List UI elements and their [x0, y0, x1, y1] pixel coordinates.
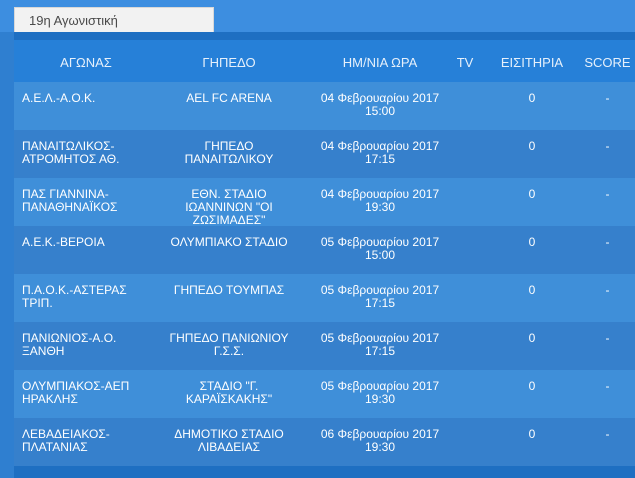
table-row: Α.Ε.Κ.-ΒΕΡΟΙΑ ΟΛΥΜΠΙΑΚΟ ΣΤΑΔΙΟ 05 Φεβρου… — [14, 226, 635, 274]
match-cell: Α.Ε.Κ.-ΒΕΡΟΙΑ — [22, 235, 105, 249]
score-cell: - — [605, 427, 610, 441]
tickets-cell: 0 — [528, 235, 536, 249]
score-cell: - — [605, 331, 610, 345]
table-row: ΠΑΣ ΓΙΑΝΝΙΝΑ- ΠΑΝΑΘΗΝΑΪΚΟΣ ΕΘΝ. ΣΤΑΔΙΟ Ι… — [14, 178, 635, 227]
match-cell: Π.Α.Ο.Κ.-ΑΣΤΕΡΑΣ ΤΡΙΠ. — [22, 283, 127, 310]
stadium-cell: ΓΗΠΕΔΟ ΠΑΝΙΩΝΙΟΥ Γ.Σ.Σ. — [169, 331, 289, 358]
header-match: ΑΓΩΝΑΣ — [60, 55, 112, 70]
datetime-cell: 05 Φεβρουαρίου 2017 17:15 — [320, 331, 440, 358]
table-row: ΠΑΝΑΙΤΩΛΙΚΟΣ- ΑΤΡΟΜΗΤΟΣ ΑΘ. ΓΗΠΕΔΟ ΠΑΝΑΙ… — [14, 130, 635, 178]
stadium-cell: AEL FC ARENA — [186, 91, 272, 105]
header-stadium: ΓΗΠΕΔΟ — [202, 55, 256, 70]
datetime-cell: 05 Φεβρουαρίου 2017 15:00 — [320, 235, 440, 262]
match-cell: ΠΑΝΙΩΝΙΟΣ-Α.Ο. ΞΑΝΘΗ — [22, 331, 117, 358]
header-tickets: ΕΙΣΙΤΗΡΙΑ — [500, 55, 564, 70]
score-cell: - — [605, 283, 610, 297]
datetime-cell: 04 Φεβρουαρίου 2017 19:30 — [320, 187, 440, 214]
stadium-cell: ΔΗΜΟΤΙΚΟ ΣΤΑΔΙΟ ΛΙΒΑΔΕΙΑΣ — [174, 427, 284, 454]
table-header: ΑΓΩΝΑΣ ΓΗΠΕΔΟ ΗΜ/ΝΙΑ ΩΡΑ TV ΕΙΣΙΤΗΡΙΑ SC… — [14, 40, 635, 82]
score-cell: - — [605, 187, 610, 201]
datetime-cell: 05 Φεβρουαρίου 2017 17:15 — [320, 283, 440, 310]
match-cell: ΛΕΒΑΔΕΙΑΚΟΣ- ΠΛΑΤΑΝΙΑΣ — [22, 427, 110, 454]
match-cell: ΠΑΣ ΓΙΑΝΝΙΝΑ- ΠΑΝΑΘΗΝΑΪΚΟΣ — [22, 187, 118, 214]
header-tv: TV — [456, 55, 474, 70]
tickets-cell: 0 — [528, 187, 536, 201]
score-cell: - — [605, 91, 610, 105]
tickets-cell: 0 — [528, 331, 536, 345]
tickets-cell: 0 — [528, 379, 536, 393]
header-datetime: ΗΜ/ΝΙΑ ΩΡΑ — [342, 55, 418, 70]
score-cell: - — [605, 379, 610, 393]
stadium-cell: ΓΗΠΕΔΟ ΤΟΥΜΠΑΣ — [173, 283, 285, 297]
datetime-cell: 04 Φεβρουαρίου 2017 15:00 — [320, 91, 440, 118]
score-cell: - — [605, 235, 610, 249]
match-cell: ΠΑΝΑΙΤΩΛΙΚΟΣ- ΑΤΡΟΜΗΤΟΣ ΑΘ. — [22, 139, 120, 166]
tickets-cell: 0 — [528, 91, 536, 105]
fixtures-table: ΑΓΩΝΑΣ ΓΗΠΕΔΟ ΗΜ/ΝΙΑ ΩΡΑ TV ΕΙΣΙΤΗΡΙΑ SC… — [14, 32, 635, 478]
tickets-cell: 0 — [528, 283, 536, 297]
table-row: ΟΛΥΜΠΙΑΚΟΣ-ΑΕΠ ΗΡΑΚΛΗΣ ΣΤΑΔΙΟ "Γ. ΚΑΡΑΪΣ… — [14, 370, 635, 418]
tickets-cell: 0 — [528, 139, 536, 153]
table-row: Α.Ε.Λ.-Α.Ο.Κ. AEL FC ARENA 04 Φεβρουαρίο… — [14, 82, 635, 130]
header-score: SCORE — [584, 55, 631, 70]
table-row: Π.Α.Ο.Κ.-ΑΣΤΕΡΑΣ ΤΡΙΠ. ΓΗΠΕΔΟ ΤΟΥΜΠΑΣ 05… — [14, 274, 635, 322]
table-row: ΛΕΒΑΔΕΙΑΚΟΣ- ΠΛΑΤΑΝΙΑΣ ΔΗΜΟΤΙΚΟ ΣΤΑΔΙΟ Λ… — [14, 418, 635, 466]
stadium-cell: ΓΗΠΕΔΟ ΠΑΝΑΙΤΩΛΙΚΟΥ — [184, 139, 274, 166]
tab-bar: 19η Αγωνιστική — [0, 0, 635, 32]
table-row: ΠΑΝΙΩΝΙΟΣ-Α.Ο. ΞΑΝΘΗ ΓΗΠΕΔΟ ΠΑΝΙΩΝΙΟΥ Γ.… — [14, 322, 635, 370]
match-cell: Α.Ε.Λ.-Α.Ο.Κ. — [22, 91, 96, 105]
stadium-cell: ΣΤΑΔΙΟ "Γ. ΚΑΡΑΪΣΚΑΚΗΣ" — [185, 379, 273, 406]
datetime-cell: 05 Φεβρουαρίου 2017 19:30 — [320, 379, 440, 406]
tab-matchday[interactable]: 19η Αγωνιστική — [14, 7, 214, 32]
match-cell: ΟΛΥΜΠΙΑΚΟΣ-ΑΕΠ ΗΡΑΚΛΗΣ — [22, 379, 130, 406]
stadium-cell: ΟΛΥΜΠΙΑΚΟ ΣΤΑΔΙΟ — [170, 235, 288, 249]
datetime-cell: 06 Φεβρουαρίου 2017 19:30 — [320, 427, 440, 454]
stadium-cell: ΕΘΝ. ΣΤΑΔΙΟ ΙΩΑΝΝΙΝΩΝ "ΟΙ ΖΩΣΙΜΑΔΕΣ" — [185, 187, 273, 227]
tickets-cell: 0 — [528, 427, 536, 441]
score-cell: - — [605, 139, 610, 153]
datetime-cell: 04 Φεβρουαρίου 2017 17:15 — [320, 139, 440, 166]
